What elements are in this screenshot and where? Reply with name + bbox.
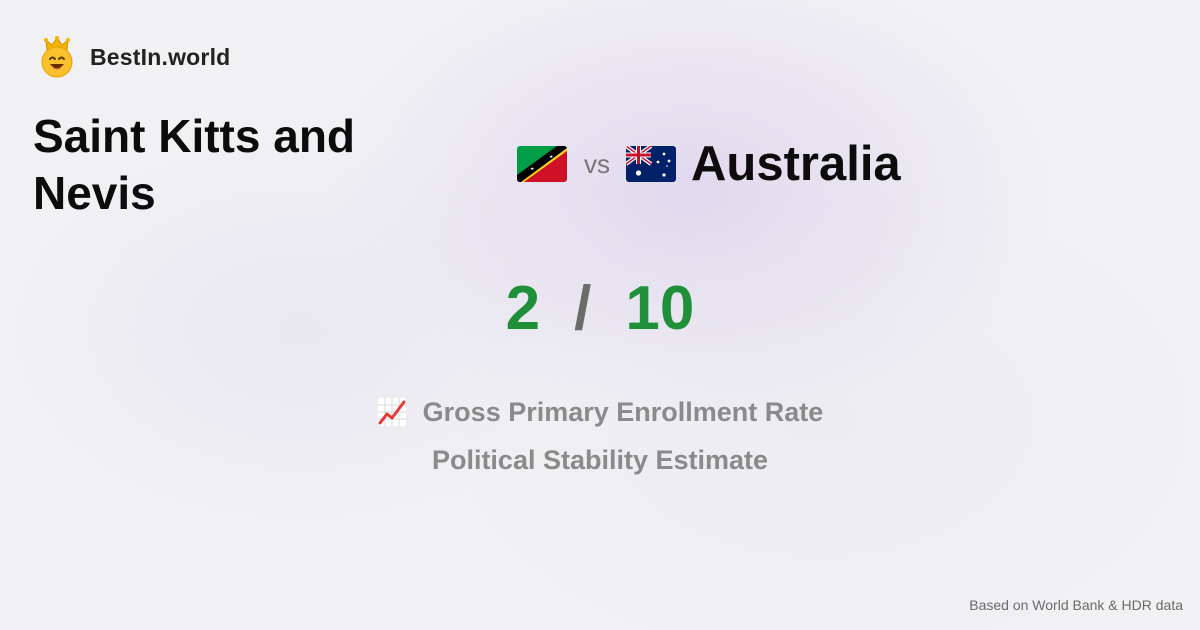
metric-label: Political Stability Estimate — [431, 444, 769, 475]
left-score: 2 — [505, 274, 541, 343]
metric-label: Gross Primary Enrollment Rate — [422, 396, 824, 427]
source-note: Based on World Bank & HDR data — [969, 597, 1183, 613]
australia-flag-icon — [626, 146, 676, 182]
crown-smiley-icon — [41, 36, 73, 78]
metric-item: Political Stability Estimate — [0, 441, 1200, 479]
metric-item: Gross Primary Enrollment Rate — [0, 393, 1200, 431]
metrics-list: Gross Primary Enrollment Rate Political … — [0, 393, 1200, 489]
right-score: 10 — [625, 274, 695, 343]
brand-name: BestIn.world — [90, 43, 231, 70]
score-separator: / — [574, 274, 592, 343]
saint-kitts-and-nevis-flag-icon — [517, 146, 567, 182]
comparison-header: vs Australia — [517, 136, 901, 192]
vs-label: vs — [584, 148, 610, 179]
score: 2 / 10 — [0, 273, 1200, 344]
left-country-name: Saint Kitts and Nevis — [33, 110, 356, 219]
brand[interactable]: BestIn.world — [38, 36, 230, 78]
chart-increasing-icon — [377, 398, 406, 426]
right-country-name: Australia — [691, 137, 901, 191]
